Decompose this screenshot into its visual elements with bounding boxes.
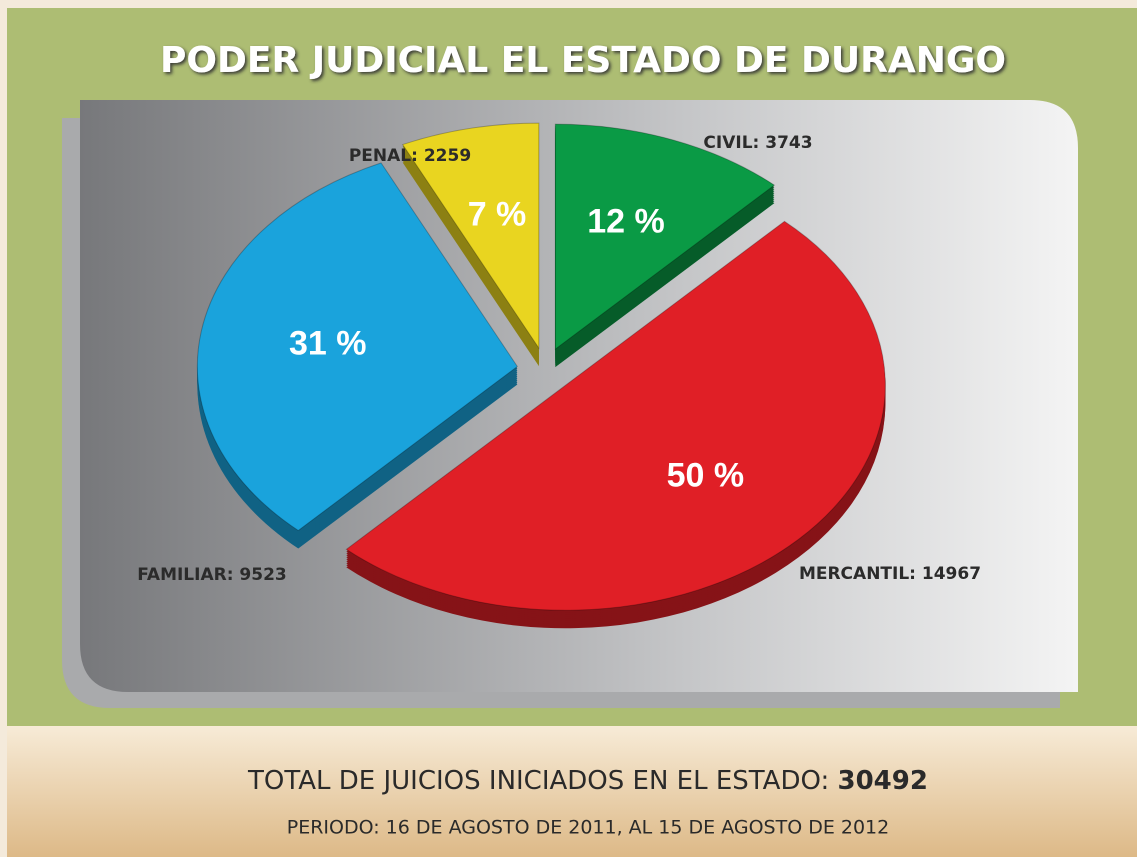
footer-band xyxy=(7,726,1137,857)
category-label: MERCANTIL: 14967 xyxy=(799,564,981,584)
value-label: 7 % xyxy=(468,195,527,233)
slice xyxy=(345,220,886,611)
slice xyxy=(554,123,776,351)
value-label: 31 % xyxy=(289,324,367,362)
slice xyxy=(401,122,540,350)
value-label: 50 % xyxy=(667,457,745,495)
total-value: 30492 xyxy=(838,766,928,796)
total-label: TOTAL DE JUICIOS INICIADOS EN EL ESTADO: xyxy=(247,766,829,796)
period: PERIODO: 16 DE AGOSTO DE 2011, AL 15 DE … xyxy=(287,817,889,839)
chart-title: PODER JUDICIAL EL ESTADO DE DURANGO xyxy=(160,40,1006,81)
slice xyxy=(196,162,519,532)
category-label: FAMILIAR: 9523 xyxy=(137,565,287,585)
category-label: PENAL: 2259 xyxy=(349,146,471,166)
category-label: CIVIL: 3743 xyxy=(703,133,812,153)
total-text: TOTAL DE JUICIOS INICIADOS EN EL ESTADO:… xyxy=(247,766,928,796)
pie xyxy=(196,122,886,629)
value-label: 12 % xyxy=(587,203,665,241)
